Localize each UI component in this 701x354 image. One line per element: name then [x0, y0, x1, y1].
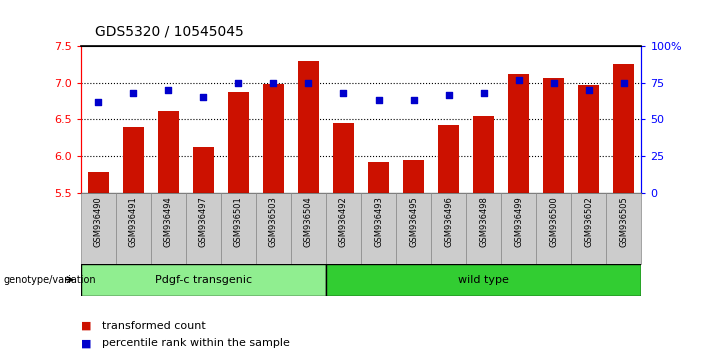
Text: GDS5320 / 10545045: GDS5320 / 10545045 [95, 25, 243, 39]
Point [408, 98, 419, 103]
Text: GSM936494: GSM936494 [164, 196, 172, 247]
Text: GSM936495: GSM936495 [409, 196, 418, 247]
Point [303, 80, 314, 86]
Bar [221, 193, 256, 264]
Bar [396, 193, 431, 264]
Bar [438, 125, 459, 193]
Point [443, 92, 454, 97]
Point [163, 87, 174, 93]
Bar [151, 193, 186, 264]
Bar [298, 61, 319, 193]
Text: GSM936496: GSM936496 [444, 196, 453, 247]
Bar [333, 123, 354, 193]
Bar [578, 85, 599, 193]
Point [128, 90, 139, 96]
Bar [228, 92, 249, 193]
Bar [431, 193, 466, 264]
Text: GSM936491: GSM936491 [129, 196, 137, 247]
Bar [326, 264, 641, 296]
Point [618, 80, 629, 86]
Bar [186, 193, 221, 264]
Point [338, 90, 349, 96]
Point [548, 80, 559, 86]
Point [513, 77, 524, 82]
Text: GSM936501: GSM936501 [234, 196, 243, 247]
Text: GSM936500: GSM936500 [550, 196, 558, 247]
Text: GSM936503: GSM936503 [269, 196, 278, 247]
Bar [466, 193, 501, 264]
Point [478, 90, 489, 96]
Text: ■: ■ [81, 338, 91, 348]
Bar [536, 193, 571, 264]
Bar [473, 116, 494, 193]
Text: Pdgf-c transgenic: Pdgf-c transgenic [155, 275, 252, 285]
Text: GSM936490: GSM936490 [94, 196, 102, 247]
Bar [403, 160, 424, 193]
Bar [81, 193, 116, 264]
Point [93, 99, 104, 105]
Text: wild type: wild type [458, 275, 509, 285]
Bar [158, 111, 179, 193]
Bar [193, 147, 214, 193]
Text: GSM936504: GSM936504 [304, 196, 313, 247]
Bar [291, 193, 326, 264]
Text: GSM936493: GSM936493 [374, 196, 383, 247]
Text: GSM936497: GSM936497 [199, 196, 207, 247]
Point [233, 80, 244, 86]
Bar [361, 193, 396, 264]
Text: ■: ■ [81, 321, 91, 331]
Bar [263, 84, 284, 193]
Bar [543, 78, 564, 193]
Bar [88, 172, 109, 193]
Bar [508, 74, 529, 193]
Text: GSM936499: GSM936499 [515, 196, 523, 247]
Bar [123, 127, 144, 193]
Bar [116, 193, 151, 264]
Point [268, 80, 279, 86]
Text: transformed count: transformed count [102, 321, 205, 331]
Bar [256, 193, 291, 264]
Text: GSM936505: GSM936505 [620, 196, 628, 247]
Point [583, 87, 594, 93]
Bar [368, 162, 389, 193]
Text: GSM936492: GSM936492 [339, 196, 348, 247]
Bar [571, 193, 606, 264]
Bar [81, 264, 326, 296]
Bar [606, 193, 641, 264]
Bar [326, 193, 361, 264]
Text: GSM936502: GSM936502 [585, 196, 593, 247]
Point [198, 95, 209, 100]
Bar [613, 64, 634, 193]
Bar [501, 193, 536, 264]
Text: GSM936498: GSM936498 [479, 196, 488, 247]
Text: percentile rank within the sample: percentile rank within the sample [102, 338, 290, 348]
Text: genotype/variation: genotype/variation [4, 275, 96, 285]
Point [373, 98, 384, 103]
